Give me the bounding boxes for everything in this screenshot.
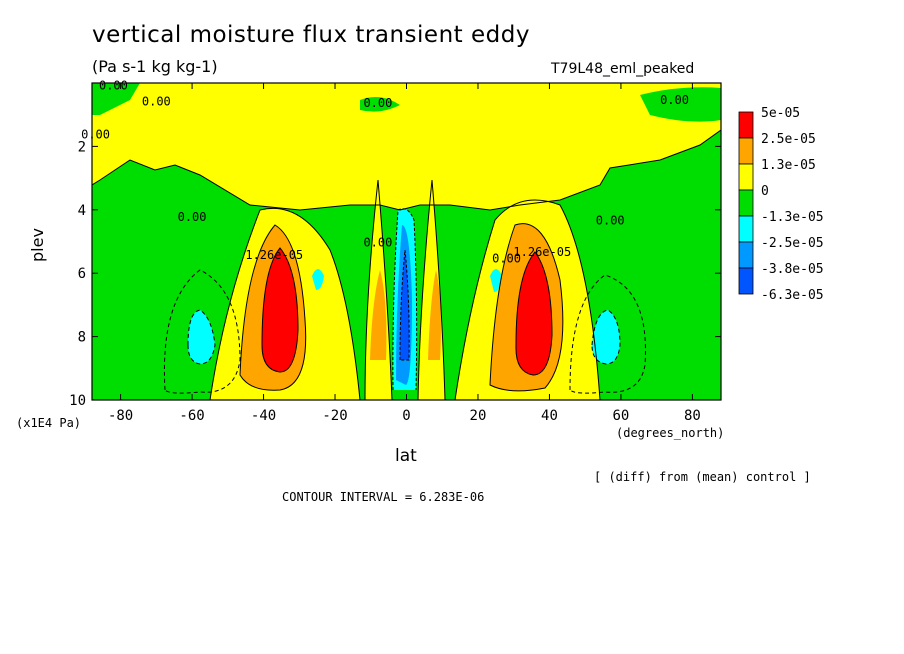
chart-title: vertical moisture flux transient eddy (92, 22, 530, 48)
contour-label: 0.00 (492, 251, 521, 265)
y-tick-label: 4 (78, 203, 86, 219)
chart-units: (Pa s-1 kg kg-1) (92, 57, 218, 76)
contour-label: 0.00 (99, 79, 128, 93)
x-tick-label: 40 (541, 408, 558, 424)
legend-swatch (738, 137, 754, 165)
legend-swatch (738, 215, 754, 243)
legend-label: -2.5e-05 (761, 236, 824, 251)
contour-fill (92, 83, 721, 400)
legend-label: -1.3e-05 (761, 210, 824, 225)
contour-label: 0.00 (596, 213, 625, 227)
contour-label: 0.00 (142, 94, 171, 108)
axes: -80 -60 -40 -20 0 20 40 60 80 2 4 6 8 10 (69, 82, 722, 424)
legend-label: 5e-05 (761, 106, 800, 121)
x-tick-label: -80 (108, 408, 133, 424)
legend-swatch (738, 111, 754, 139)
legend-swatch (738, 163, 754, 191)
y-tick-label: 6 (78, 266, 86, 282)
y-tick-label: 8 (78, 330, 86, 346)
legend-swatch (738, 241, 754, 269)
x-tick-label: 0 (402, 408, 410, 424)
contour-label: 1.26e-05 (245, 248, 303, 262)
run-label: T79L48_eml_peaked (551, 61, 695, 77)
x-tick-label: 20 (470, 408, 487, 424)
legend-label: 0 (761, 184, 769, 199)
legend-label: 1.3e-05 (761, 158, 816, 173)
x-tick-label: -20 (322, 408, 347, 424)
legend-label: -3.8e-05 (761, 262, 824, 277)
x-tick-label: -60 (179, 408, 204, 424)
contour-label: 0.00 (81, 128, 110, 142)
legend-swatch (738, 267, 754, 295)
contour-label: 1.26e-05 (513, 245, 571, 259)
contour-label: 0.00 (178, 210, 207, 224)
contour-lines (92, 129, 721, 400)
contour-label: 0.00 (660, 93, 689, 107)
legend-label: -6.3e-05 (761, 288, 824, 303)
legend-label: 2.5e-05 (761, 132, 816, 147)
x-tick-label: 80 (684, 408, 701, 424)
legend-swatch (738, 189, 754, 217)
y-tick-label: 10 (69, 393, 86, 409)
x-axis-units: (degrees_north) (616, 426, 725, 440)
contour-labels: 0.000.000.000.000.000.000.000.000.001.26… (81, 79, 689, 266)
x-tick-label: 60 (613, 408, 630, 424)
y-tick-label: 2 (78, 139, 86, 155)
diff-note: [ (diff) from (mean) control ] (594, 470, 811, 484)
contour-label: 0.00 (363, 236, 392, 250)
y-axis-units: (x1E4 Pa) (16, 416, 82, 430)
x-tick-label: -40 (251, 408, 276, 424)
x-axis-label: lat (395, 446, 417, 466)
contour-interval: CONTOUR INTERVAL = 6.283E-06 (282, 490, 485, 504)
contour-label: 0.00 (363, 96, 392, 110)
legend: 5e-05 2.5e-05 1.3e-05 0 -1.3e-05 -2.5e-05 -3.8… (738, 106, 824, 303)
